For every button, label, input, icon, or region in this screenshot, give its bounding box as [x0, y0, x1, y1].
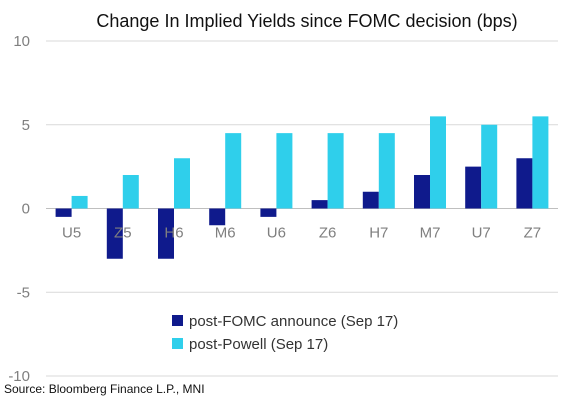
legend: post-FOMC announce (Sep 17) post-Powell (… [172, 313, 398, 353]
bar-post-fomc [516, 158, 533, 209]
bar-post-powell [532, 116, 549, 209]
bar-post-powell [378, 133, 395, 209]
bar-post-fomc [209, 208, 226, 226]
x-tick-label: M6 [215, 225, 236, 242]
x-tick-label: H7 [369, 225, 388, 242]
x-tick-label: Z6 [319, 225, 337, 242]
y-tick-label: -5 [17, 284, 30, 301]
bar-post-powell [430, 116, 446, 209]
legend-swatch [172, 315, 183, 326]
x-tick-label: U6 [267, 225, 286, 242]
bar-post-powell [327, 133, 344, 209]
bar-post-fomc [311, 200, 328, 209]
legend-label: post-Powell (Sep 17) [189, 336, 328, 353]
x-tick-label: M7 [420, 225, 441, 242]
bar-post-fomc [106, 208, 123, 259]
chart-title: Change In Implied Yields since FOMC deci… [96, 11, 517, 31]
x-tick-label: Z7 [524, 225, 542, 242]
bar-post-fomc [414, 175, 430, 209]
bar-post-powell [225, 133, 242, 209]
x-tick-label: U5 [62, 225, 81, 242]
bar-post-powell [481, 124, 498, 209]
legend-swatch [172, 338, 183, 349]
bar-post-fomc [260, 208, 277, 217]
bar-post-fomc [362, 191, 379, 209]
bar-post-powell [71, 195, 88, 209]
x-axis: U5 Z5 H6 M6 U6 Z6 H7 M7 U7 Z7 [62, 225, 541, 242]
y-tick-label: -10 [8, 368, 30, 385]
x-tick-label: U7 [472, 225, 491, 242]
bar-post-powell [122, 175, 139, 209]
source-note: Source: Bloomberg Finance L.P., MNI [4, 382, 205, 396]
bar-post-fomc [55, 208, 72, 217]
bars [55, 116, 549, 259]
bar-post-powell [174, 158, 190, 209]
legend-label: post-FOMC announce (Sep 17) [189, 313, 398, 330]
x-tick-label: Z5 [114, 225, 132, 242]
y-tick-label: 10 [13, 33, 30, 50]
y-axis: 10 5 0 -5 -10 [8, 33, 30, 385]
bar-post-fomc [465, 166, 482, 209]
bar-post-powell [276, 133, 293, 209]
y-tick-label: 0 [22, 201, 30, 218]
x-tick-label: H6 [164, 225, 183, 242]
bar-post-fomc [158, 208, 174, 259]
y-tick-label: 5 [22, 117, 30, 134]
